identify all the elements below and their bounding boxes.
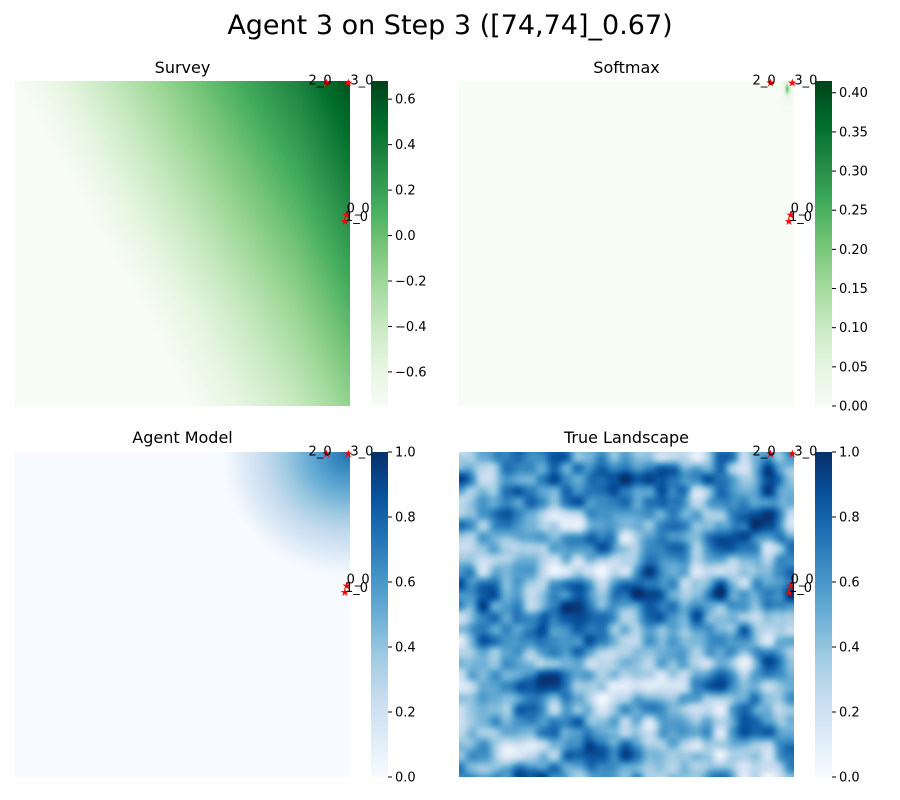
survey-panel: Survey★2_0 ★3_0★0_0★1_0−0.6−0.4−0.20.00.2… <box>15 58 427 406</box>
survey-colorbar-tick-label: −0.4 <box>395 320 427 335</box>
true-landscape-colorbar-tick-label: 0.0 <box>839 771 860 786</box>
softmax-panel: Softmax★2_0 ★3_0★0_0★1_00.000.050.100.150… <box>459 58 868 415</box>
agent-model-panel: Agent Model★2_0 ★3_0★0_0★1_00.00.20.40.60… <box>15 428 416 786</box>
softmax-title: Softmax <box>593 58 659 77</box>
marker-label-1_0: 1_0 <box>345 581 368 596</box>
survey-colorbar-tick-label: 0.2 <box>395 184 416 199</box>
true-landscape-title: True Landscape <box>563 428 689 447</box>
agent-model-colorbar-tick-label: 0.8 <box>395 511 416 526</box>
marker-label-2_0: 2_0 <box>309 445 332 460</box>
true-landscape-heatmap <box>459 452 794 777</box>
marker-3_0: ★ <box>343 77 353 90</box>
marker-3_0: ★ <box>787 448 797 461</box>
marker-label-0_0: 0_0 <box>347 201 370 216</box>
true-landscape-colorbar-tick-label: 0.2 <box>839 706 860 721</box>
softmax-colorbar-tick-label: 0.05 <box>839 360 868 375</box>
true-landscape-colorbar-tick-label: 0.6 <box>839 576 860 591</box>
marker-0_0: ★ <box>342 579 352 592</box>
softmax-colorbar-tick-label: 0.15 <box>839 282 868 297</box>
agent-model-title: Agent Model <box>132 428 232 447</box>
true-landscape-colorbar-tick-label: 0.4 <box>839 641 860 656</box>
agent-model-colorbar <box>371 452 388 777</box>
marker-label-1_0: 1_0 <box>345 210 368 225</box>
marker-label-0_0: 0_0 <box>791 572 814 587</box>
figure-title: Agent 3 on Step 3 ([74,74]_0.67) <box>227 10 673 41</box>
marker-0_0: ★ <box>342 208 352 221</box>
marker-2_0: ★ <box>766 77 776 90</box>
survey-colorbar-tick-label: −0.2 <box>395 275 427 290</box>
softmax-colorbar-tick-label: 0.20 <box>839 243 868 258</box>
survey-colorbar-tick-label: 0.0 <box>395 229 416 244</box>
marker-label-1_0: 1_0 <box>789 210 812 225</box>
softmax-colorbar <box>815 81 832 406</box>
marker-0_0: ★ <box>786 208 796 221</box>
survey-colorbar-tick-label: 0.4 <box>395 138 416 153</box>
true-landscape-colorbar <box>815 452 832 777</box>
marker-1_0: ★ <box>340 586 350 599</box>
marker-label-0_0: 0_0 <box>791 201 814 216</box>
agent-model-colorbar-tick-label: 0.4 <box>395 641 416 656</box>
softmax-colorbar-tick-label: 0.35 <box>839 125 868 140</box>
marker-label-3_0: 3_0 <box>350 74 373 89</box>
true-landscape-colorbar-tick-label: 1.0 <box>839 446 860 461</box>
survey-title: Survey <box>155 58 211 77</box>
marker-2_0: ★ <box>322 77 332 90</box>
agent-model-colorbar-tick-label: 0.6 <box>395 576 416 591</box>
marker-label-1_0: 1_0 <box>789 581 812 596</box>
survey-colorbar <box>371 81 388 406</box>
softmax-heatmap <box>459 81 794 406</box>
survey-colorbar-tick-label: 0.6 <box>395 93 416 108</box>
agent-model-heatmap <box>15 452 350 777</box>
survey-colorbar-tick-label: −0.6 <box>395 365 427 380</box>
marker-label-2_0: 2_0 <box>309 74 332 89</box>
true-landscape-colorbar-tick-label: 0.8 <box>839 511 860 526</box>
softmax-colorbar-tick-label: 0.30 <box>839 165 868 180</box>
marker-label-0_0: 0_0 <box>347 572 370 587</box>
marker-label-3_0: 3_0 <box>794 445 817 460</box>
marker-3_0: ★ <box>343 448 353 461</box>
survey-heatmap <box>15 81 350 406</box>
marker-label-3_0: 3_0 <box>350 445 373 460</box>
marker-label-3_0: 3_0 <box>794 74 817 89</box>
agent-model-colorbar-tick-label: 0.0 <box>395 771 416 786</box>
softmax-colorbar-tick-label: 0.10 <box>839 321 868 336</box>
marker-label-2_0: 2_0 <box>753 74 776 89</box>
marker-1_0: ★ <box>784 586 794 599</box>
marker-label-2_0: 2_0 <box>753 445 776 460</box>
marker-2_0: ★ <box>322 448 332 461</box>
true-landscape-panel: True Landscape★2_0 ★3_0★0_0★1_00.00.20.40… <box>459 428 860 786</box>
marker-3_0: ★ <box>787 77 797 90</box>
softmax-colorbar-tick-label: 0.25 <box>839 204 868 219</box>
agent-model-colorbar-tick-label: 0.2 <box>395 706 416 721</box>
softmax-colorbar-tick-label: 0.40 <box>839 86 868 101</box>
marker-1_0: ★ <box>784 215 794 228</box>
marker-2_0: ★ <box>766 448 776 461</box>
marker-1_0: ★ <box>340 215 350 228</box>
marker-0_0: ★ <box>786 579 796 592</box>
softmax-colorbar-tick-label: 0.00 <box>839 400 868 415</box>
agent-model-colorbar-tick-label: 1.0 <box>395 446 416 461</box>
